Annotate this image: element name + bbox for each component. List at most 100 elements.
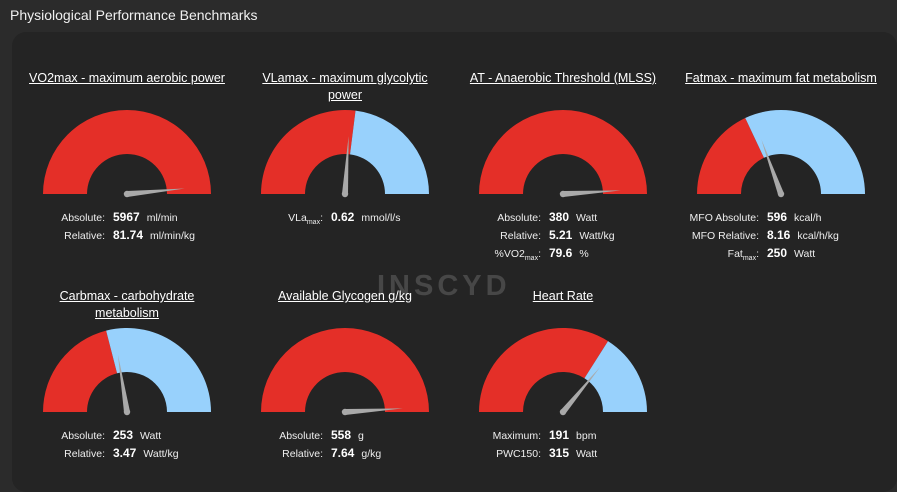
gauge-arc-blue: [745, 109, 865, 194]
gauge-arc-red: [43, 330, 118, 412]
stat-label: Maximum:: [463, 430, 549, 442]
stat-row: Absolute: 5967 ml/min: [27, 210, 227, 228]
stat-row: PWC150: 315 Watt: [463, 446, 663, 464]
stat-label-suffix: :: [538, 248, 541, 260]
stat-unit: Watt: [576, 448, 598, 460]
stat-value: 380: [549, 210, 570, 224]
gauge-dial: [43, 110, 211, 198]
stat-row: Absolute: 253 Watt: [27, 428, 227, 446]
stat-row: Fatmax: 250 Watt: [681, 246, 881, 264]
stat-label-suffix: :: [756, 248, 759, 260]
stat-label-text: MFO Relative:: [691, 230, 759, 242]
gauge-title[interactable]: VLamax - maximum glycolytic power: [262, 71, 428, 102]
stat-label: Absolute:: [27, 212, 113, 224]
gauge-stats: Maximum: 191 bpm PWC150: 315 Watt: [463, 428, 663, 464]
stat-row: Relative: 7.64 g/kg: [245, 446, 445, 464]
gauge-needle: [562, 190, 621, 197]
stat-label-text: PWC150:: [496, 448, 541, 460]
gauge-heart-rate: Heart Rate Maximum: 191 bpm PWC150: 315 Watt: [463, 288, 663, 460]
gauge-needle: [126, 188, 185, 197]
stat-row: MFO Relative: 8.16 kcal/h/kg: [681, 228, 881, 246]
gauge-carbmax: Carbmax - carbohydrate metabolism Absolut…: [27, 288, 227, 460]
stat-value: 3.47: [113, 446, 137, 460]
stat-value: 558: [331, 428, 352, 442]
gauge-title[interactable]: Available Glycogen g/kg: [278, 289, 412, 303]
gauge-stats: Absolute: 558 g Relative: 7.64 g/kg: [245, 428, 445, 464]
gauge-needle: [761, 139, 784, 196]
stat-label-text: MFO Absolute:: [689, 212, 759, 224]
gauge-vo2max: VO2max - maximum aerobic power Absolute: 5…: [27, 70, 227, 242]
stat-unit: g: [358, 430, 364, 442]
page-title: Physiological Performance Benchmarks: [10, 7, 258, 23]
stat-label-subscript: max: [742, 255, 757, 263]
stat-label-text: Relative:: [64, 448, 105, 460]
gauge-title[interactable]: Heart Rate: [532, 289, 594, 303]
stat-label: MFO Absolute:: [681, 212, 767, 224]
stat-unit: kcal/h: [794, 212, 822, 224]
gauge-dial: [261, 110, 429, 198]
stat-label: Relative:: [245, 448, 331, 460]
stat-label: %VO2max:: [463, 248, 549, 262]
stat-label-text: VLa: [288, 212, 307, 224]
stat-label-text: Fat: [727, 248, 743, 260]
stat-value: 79.6: [549, 246, 573, 260]
stat-label-text: Relative:: [282, 448, 323, 460]
stat-label: Absolute:: [27, 430, 113, 442]
gauge-dial: [261, 328, 429, 416]
gauge-title[interactable]: Carbmax - carbohydrate metabolism: [59, 289, 195, 320]
stat-row: Maximum: 191 bpm: [463, 428, 663, 446]
stat-label-text: Relative:: [64, 230, 105, 242]
gauge-arc-red: [479, 328, 609, 412]
stat-unit: mmol/l/s: [361, 212, 401, 224]
gauge-fatmax: Fatmax - maximum fat metabolism MFO Absol…: [681, 70, 881, 262]
stat-row: Absolute: 558 g: [245, 428, 445, 446]
gauge-glycogen: Available Glycogen g/kg Absolute: 558 g Rela…: [245, 288, 445, 460]
stat-unit: Watt/kg: [579, 230, 615, 242]
stat-value: 253: [113, 428, 134, 442]
stat-label: Absolute:: [245, 430, 331, 442]
stat-label-text: Absolute:: [279, 430, 323, 442]
gauge-needle-hub: [559, 190, 567, 198]
stat-label-subscript: max: [306, 219, 321, 227]
stat-unit: Watt/kg: [143, 448, 179, 460]
stat-label-suffix: :: [320, 212, 323, 224]
stat-value: 81.74: [113, 228, 144, 242]
gauge-needle-hub: [123, 408, 131, 416]
stat-value: 5967: [113, 210, 140, 224]
stat-label-text: Maximum:: [492, 430, 541, 442]
gauge-stats: Absolute: 253 Watt Relative: 3.47 Watt/kg: [27, 428, 227, 464]
stat-unit: kcal/h/kg: [797, 230, 839, 242]
stat-label: Relative:: [27, 230, 113, 242]
stat-unit: Watt: [794, 248, 816, 260]
stat-label-text: Absolute:: [61, 430, 105, 442]
gauge-dial: [479, 110, 647, 198]
gauge-title[interactable]: Fatmax - maximum fat metabolism: [685, 71, 877, 85]
stat-row: Relative: 5.21 Watt/kg: [463, 228, 663, 246]
gauge-stats: Absolute: 380 Watt Relative: 5.21 Watt/kg %VO2…: [463, 210, 663, 264]
stat-row: %VO2max: 79.6%: [463, 246, 663, 264]
stat-unit: Watt: [576, 212, 598, 224]
stat-unit: ml/min/kg: [150, 230, 195, 242]
gauge-stats: MFO Absolute: 596 kcal/h MFO Relative: 8.16 k…: [681, 210, 881, 264]
gauge-needle-hub: [777, 190, 785, 198]
gauge-arc-blue: [584, 341, 647, 412]
gauge-needle-hub: [341, 190, 349, 198]
gauge-arc-blue: [350, 110, 429, 194]
benchmarks-panel: [12, 32, 897, 492]
stat-unit: Watt: [140, 430, 162, 442]
stat-row: MFO Absolute: 596 kcal/h: [681, 210, 881, 228]
gauge-arc-red: [261, 328, 429, 412]
stat-value: 315: [549, 446, 570, 460]
stat-label-text: Absolute:: [497, 212, 541, 224]
stat-value: 0.62: [331, 210, 355, 224]
gauge-title[interactable]: AT - Anaerobic Threshold (MLSS): [469, 71, 657, 85]
stat-value: 191: [549, 428, 570, 442]
gauge-needle-hub: [341, 408, 349, 416]
stat-value: 5.21: [549, 228, 573, 242]
gauge-needle: [560, 367, 600, 414]
stat-label: Relative:: [463, 230, 549, 242]
gauge-dial: [43, 328, 211, 416]
gauge-title[interactable]: VO2max - maximum aerobic power: [29, 71, 225, 85]
gauge-needle-hub: [559, 408, 567, 416]
stat-label: PWC150:: [463, 448, 549, 460]
